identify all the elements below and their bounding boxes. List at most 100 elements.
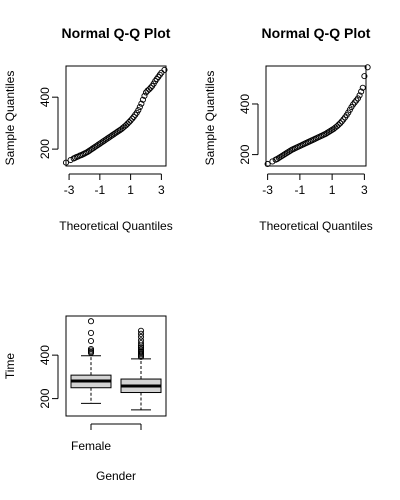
qq-plot-1-point: [86, 147, 93, 154]
qq-plot-1-xlabel: Theoretical Quantiles: [59, 219, 172, 233]
qq-plot-2-point: [325, 128, 332, 135]
qq-plot-1-point: [107, 133, 114, 140]
qq-plot-2-point: [364, 64, 371, 71]
boxplot-outlier: [87, 337, 95, 345]
qq-plot-2-x-tick-label: -1: [295, 183, 306, 197]
qq-plot-1-frame: [65, 65, 167, 167]
qq-plot-1-x-tick-label: 1: [127, 183, 134, 197]
qq-plot-1-point: [99, 138, 106, 145]
qq-plot-2-point: [269, 158, 276, 165]
qq-plot-1-point: [106, 134, 113, 141]
qq-plot-1-point: [126, 119, 133, 126]
qq-plot-1-point: [109, 132, 116, 139]
qq-plot-1-point: [110, 131, 117, 138]
qq-plot-2-point: [282, 150, 289, 157]
boxplot-x-axis: Female: [71, 423, 142, 453]
qq-plot-2-point: [335, 121, 342, 128]
qq-plot-1-y-axis: 200 400: [38, 87, 59, 159]
qq-plot-1-title: Normal Q-Q Plot: [62, 25, 171, 41]
qq-plot-1-point: [67, 156, 74, 164]
qq-plot-1-point: [62, 159, 70, 166]
qq-plot-2-point: [361, 73, 368, 80]
boxplot-outlier: [137, 345, 145, 353]
qq-plot-2-point: [327, 127, 334, 134]
qq-plot-2-point: [333, 123, 341, 130]
qq-plot-1-point: [129, 115, 136, 122]
qq-plot-2-frame: [265, 65, 367, 167]
qq-plot-2-point: [337, 120, 344, 127]
qq-plot-1-point: [147, 84, 154, 91]
qq-plot-1-point: [101, 137, 108, 144]
qq-plot-1-point: [112, 130, 119, 137]
boxplot: Gender Time Female 200 400: [3, 315, 167, 483]
qq-plot-2-x-tick-label: 1: [329, 183, 336, 197]
qq-plot-2-point: [280, 151, 287, 158]
boxplot-outlier: [87, 329, 95, 337]
qq-plot-1-point: [89, 145, 96, 152]
qq-plot-1-point: [92, 143, 99, 150]
boxplot-outlier: [137, 340, 145, 347]
qq-plot-1-point: [161, 66, 168, 73]
qq-plot-2-x-tick-label: -3: [262, 183, 273, 197]
qq-plot-2-point: [264, 160, 271, 168]
qq-plot-1-point: [95, 141, 102, 148]
qq-plot-1-point: [141, 92, 148, 99]
boxplot-outlier: [87, 345, 95, 353]
qq-plot-2-point: [356, 92, 363, 99]
qq-plot-1: Normal Q-Q Plot Theoretical Quantiles Sa…: [3, 25, 173, 233]
boxplot-xlabel: Gender: [96, 469, 136, 483]
boxplot-x-tick-label: Female: [71, 439, 111, 453]
qq-plot-1-point: [90, 144, 97, 151]
qq-plot-2-point: [359, 84, 366, 91]
qq-plot-2-xlabel: Theoretical Quantiles: [259, 219, 372, 233]
boxplot-y-tick-label: 200: [38, 388, 52, 408]
boxplot-outlier: [137, 330, 145, 337]
qq-plot-1-point: [113, 129, 120, 136]
qq-plot-2-ylabel: Sample Quantiles: [203, 71, 217, 166]
qq-plot-2-point: [277, 153, 284, 160]
qq-plot-1-point: [139, 96, 146, 103]
qq-plot-1-point: [115, 128, 122, 135]
qq-plot-1-y-tick-label: 200: [38, 139, 52, 159]
qq-plot-2-point: [279, 152, 286, 159]
boxplot-outlier: [87, 318, 95, 325]
qq-plot-1-point: [87, 146, 94, 153]
qq-plot-1-ylabel: Sample Quantiles: [3, 71, 17, 166]
qq-plot-1-point: [104, 135, 111, 142]
boxplot-outlier: [137, 327, 145, 334]
qq-plot-2-point: [324, 129, 331, 136]
qq-plot-2-x-axis: -3 -1 1 3: [262, 173, 368, 197]
qq-plot-2-point: [285, 148, 292, 155]
qq-plot-2-points: [264, 64, 371, 168]
boxplot-frame: [65, 315, 167, 417]
qq-plot-1-point: [102, 136, 110, 143]
qq-plot-1-point: [136, 103, 143, 111]
qq-plot-2-y-tick-label: 400: [238, 94, 252, 114]
qq-plot-1-point: [84, 148, 91, 156]
boxplot-y-tick-label: 400: [38, 345, 52, 365]
qq-plot-2-title: Normal Q-Q Plot: [262, 25, 371, 41]
qq-plot-2: Normal Q-Q Plot Theoretical Quantiles Sa…: [203, 25, 373, 233]
boxplot-outlier: [137, 337, 145, 344]
qq-plot-2-point: [322, 130, 329, 137]
qq-plot-1-point: [122, 122, 130, 129]
qq-plot-1-x-axis: -3 -1 1 3: [64, 173, 165, 197]
qq-plot-1-point: [127, 117, 134, 124]
qq-plot-1-point: [146, 86, 153, 93]
boxplot-boxes: [70, 318, 162, 411]
qq-plot-1-point: [138, 100, 145, 107]
qq-plot-1-point: [93, 142, 100, 149]
qq-plot-1-x-tick-label: 3: [158, 183, 165, 197]
qq-plot-2-point: [287, 147, 294, 154]
qq-plot-2-point: [358, 88, 365, 95]
boxplot-y-axis: 200 400: [38, 345, 59, 409]
qq-plot-2-point: [354, 95, 361, 102]
boxplot-ylabel: Time: [3, 353, 17, 380]
qq-plot-1-y-tick-label: 400: [38, 87, 52, 107]
qq-plot-1-x-tick-label: -3: [64, 183, 75, 197]
qq-plot-1-point: [98, 139, 105, 146]
qq-plot-2-point: [283, 149, 291, 156]
qq-plot-1-point: [124, 120, 131, 127]
qq-plot-2-point: [274, 155, 281, 162]
